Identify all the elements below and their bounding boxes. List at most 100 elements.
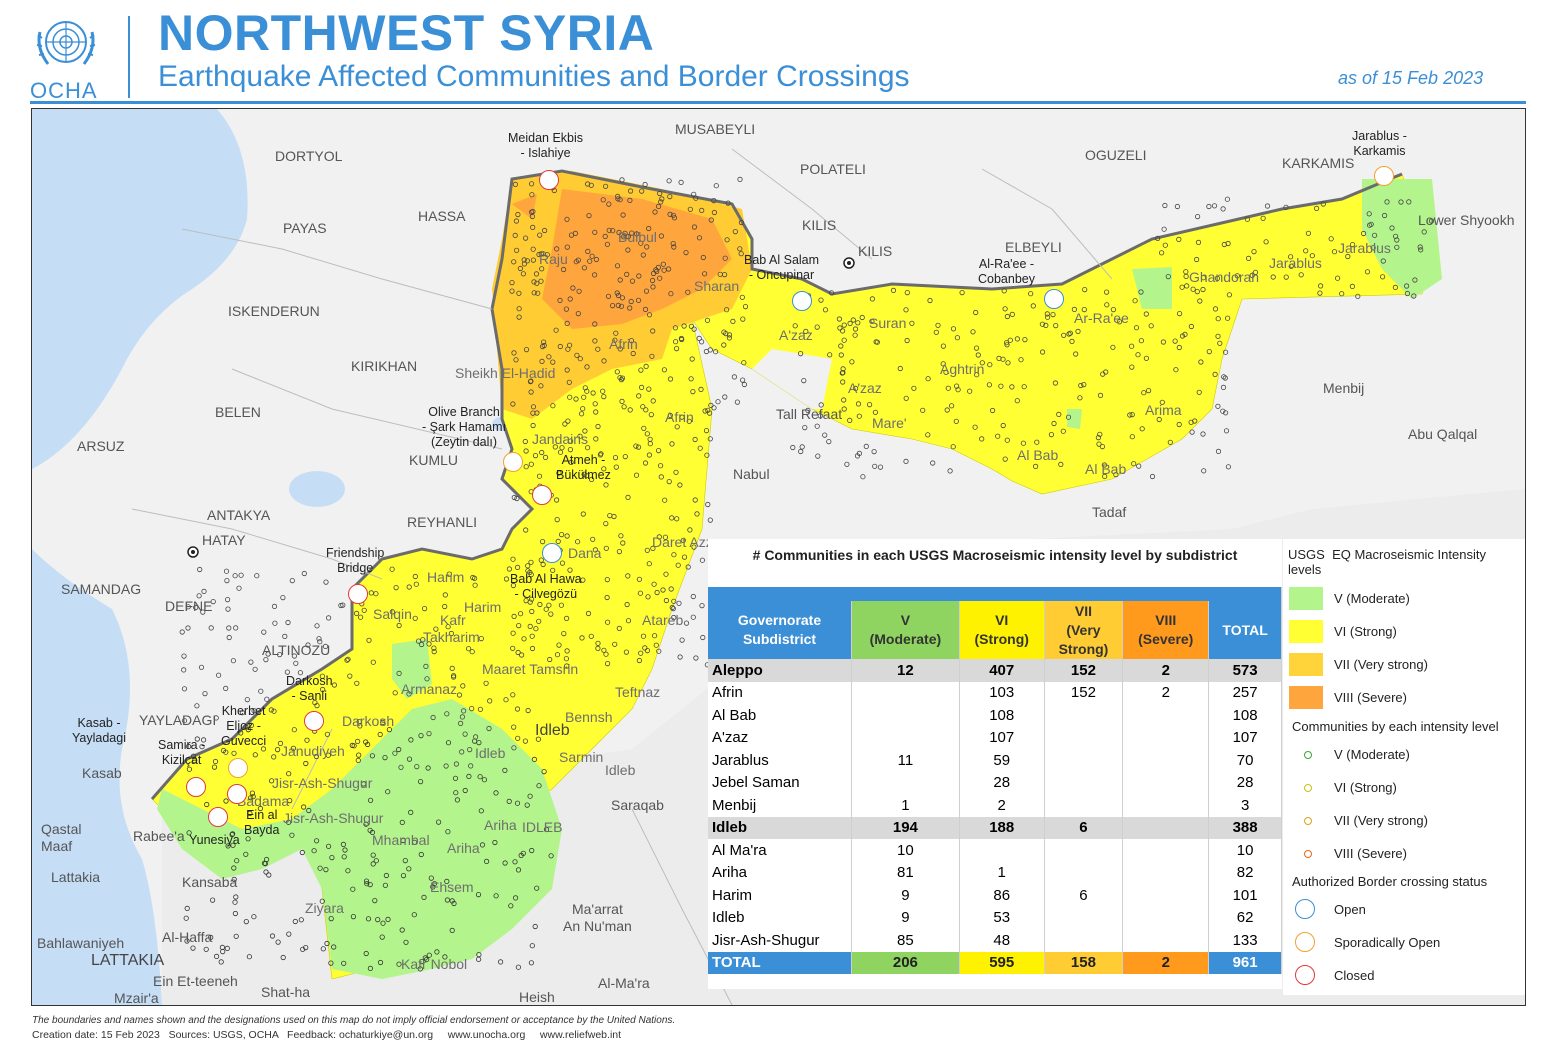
legend-swatch [1289, 620, 1323, 643]
closed-crossing-icon[interactable] [539, 170, 559, 190]
admin-label: Jarablus [1269, 255, 1322, 271]
open-crossing-icon[interactable] [542, 543, 562, 563]
row-name: Jisr-Ash-Shugur [708, 929, 852, 952]
sporadic-crossing-icon[interactable] [228, 758, 248, 778]
community-dot [1195, 214, 1201, 220]
place-label: POLATELI [800, 161, 866, 177]
community-dot [1298, 272, 1304, 278]
community-dot [509, 288, 515, 294]
community-dot [510, 556, 516, 562]
community-dot [238, 572, 244, 578]
community-dot [687, 206, 693, 212]
community-dot [475, 891, 482, 898]
community-dot [540, 561, 546, 568]
community-dot [1129, 434, 1135, 440]
community-dot [588, 476, 595, 482]
community-dot [400, 872, 407, 879]
community-dot [973, 309, 979, 316]
place-label: Bahlawaniyeh [37, 935, 125, 951]
community-dot [396, 670, 402, 677]
community-dot [530, 257, 536, 263]
community-dot [422, 955, 428, 961]
community-dot [478, 635, 484, 642]
community-dot [1366, 211, 1372, 217]
community-dot [513, 247, 520, 253]
community-dot [515, 649, 521, 656]
community-dot [1135, 352, 1141, 358]
community-dot [433, 626, 439, 632]
community-dot [290, 745, 296, 751]
community-dot [705, 501, 711, 508]
row-value: 107 [1208, 726, 1282, 749]
community-dot [539, 358, 545, 364]
community-dot [1110, 307, 1117, 313]
closed-crossing-icon[interactable] [208, 807, 228, 827]
community-dot [1018, 357, 1024, 363]
sporadic-crossing-icon[interactable] [503, 452, 523, 472]
closed-crossing-icon[interactable] [532, 485, 552, 505]
community-dot [725, 200, 731, 206]
community-dot [661, 267, 667, 273]
community-dot [263, 656, 269, 663]
sea-area-south [32, 549, 162, 1005]
place-label: Ein Et-teeneh [153, 973, 238, 989]
row-value: 86 [959, 884, 1045, 907]
legend-label: VI (Strong) [1334, 780, 1397, 795]
place-label: KIRIKHAN [351, 358, 418, 374]
community-dot [646, 386, 652, 392]
legend-panel: USGS EQ Macroseismic Intensity levels V … [1283, 539, 1525, 995]
community-dot [268, 707, 274, 713]
community-dot [687, 527, 693, 533]
community-dot [252, 666, 258, 672]
community-dot [592, 321, 598, 327]
row-value [1122, 884, 1210, 907]
closed-crossing-icon[interactable] [348, 584, 368, 604]
community-dot [243, 918, 249, 925]
open-crossing-icon[interactable] [1044, 289, 1064, 309]
closed-crossing-icon[interactable] [304, 711, 324, 731]
community-dot [1073, 351, 1079, 357]
community-dot [1127, 412, 1133, 418]
community-dot [1393, 233, 1399, 239]
community-dot [214, 953, 220, 960]
community-dot [584, 364, 590, 370]
open-crossing-icon[interactable] [792, 291, 812, 311]
community-dot [548, 853, 554, 859]
community-dot [1220, 206, 1226, 212]
community-dot [872, 409, 879, 415]
community-dot [546, 354, 552, 360]
community-dot [1004, 342, 1010, 348]
community-dot [925, 376, 931, 382]
intensity-table: Governorate Subdistrict V (Moderate) VI … [708, 587, 1282, 974]
community-dot [511, 613, 517, 619]
community-dot [852, 326, 859, 332]
community-dot [428, 875, 434, 881]
map-frame[interactable]: MUSABEYLI DORTYOL POLATELI OGUZELI KARKA… [31, 108, 1526, 1006]
community-dot [372, 897, 378, 904]
community-dot [426, 952, 432, 958]
row-value: 133 [1208, 929, 1282, 952]
row-value: 108 [1208, 704, 1282, 727]
community-dot [1071, 306, 1078, 312]
community-dot [739, 294, 745, 300]
row-value: 108 [959, 704, 1045, 727]
community-dot [502, 767, 508, 774]
closed-crossing-icon[interactable] [227, 784, 247, 804]
community-dot [668, 291, 674, 297]
row-value: 10 [1208, 839, 1282, 862]
closed-crossing-icon [1295, 965, 1315, 985]
community-dot [445, 624, 451, 630]
community-dot [624, 601, 630, 608]
community-dot [511, 745, 517, 751]
community-dot [661, 367, 668, 373]
community-dot [955, 387, 961, 393]
community-dot [1081, 381, 1087, 388]
community-dot [510, 630, 516, 636]
community-dot [708, 217, 714, 223]
closed-crossing-icon[interactable] [186, 777, 206, 797]
community-dot [560, 266, 567, 273]
sporadic-crossing-icon[interactable] [1374, 166, 1394, 186]
community-dot [1184, 283, 1190, 289]
road [131, 148, 1113, 1005]
community-dot [1014, 336, 1021, 342]
